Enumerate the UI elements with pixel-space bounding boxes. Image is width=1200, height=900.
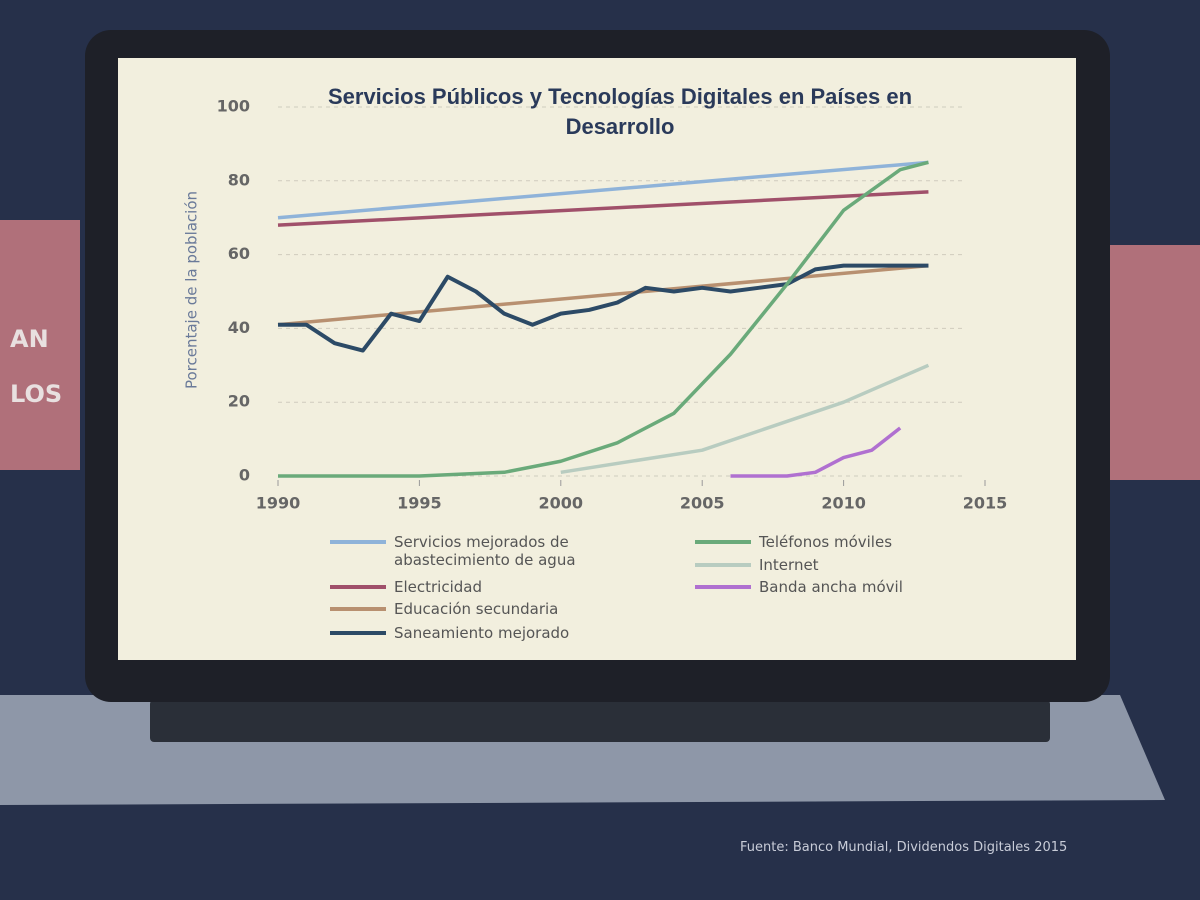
screen	[118, 58, 1076, 660]
legend-swatch	[330, 540, 386, 544]
y-tick-label: 60	[228, 244, 250, 263]
legend-swatch	[695, 540, 751, 544]
x-tick-label: 2015	[963, 494, 1008, 513]
x-tick-label: 1995	[397, 494, 442, 513]
legend-entry: Saneamiento mejorado	[330, 624, 569, 642]
y-tick-label: 80	[228, 170, 250, 189]
plot: 0 20 40 60 80 100 1990 1995 2000 2005 2010 2015	[217, 97, 1008, 513]
chart-title: Servicios Públicos y Tecnologías Digital…	[327, 84, 913, 139]
series-line	[560, 363, 930, 475]
legend-entry: Educación secundaria	[330, 600, 558, 618]
legend-label: Teléfonos móviles	[759, 533, 893, 551]
x-tick-label: 2000	[539, 494, 584, 513]
legend-label: Internet	[759, 556, 819, 574]
legend-entry: Teléfonos móviles	[695, 533, 892, 551]
legend-label: Electricidad	[394, 578, 482, 596]
series-line	[278, 263, 929, 353]
keyboard	[150, 700, 1050, 742]
legend-entry: Servicios mejorados de abastecimiento de…	[330, 533, 630, 569]
y-tick-label: 100	[217, 97, 250, 116]
source: Fuente: Banco Mundial, Dividendos Digita…	[740, 840, 1068, 855]
slide-band	[0, 220, 80, 470]
series-line	[277, 263, 929, 327]
series-line	[277, 160, 929, 220]
legend-label: Saneamiento mejorado	[394, 624, 570, 642]
legend-entry: Banda ancha móvil	[695, 578, 903, 596]
series-line	[730, 426, 902, 478]
legend-entry: Electricidad	[330, 578, 482, 596]
x-tick-label: 2010	[821, 494, 866, 513]
legend-entry: Internet	[695, 556, 819, 574]
legend-label: Servicios mejorados de abastecimiento de…	[394, 533, 576, 569]
legend-swatch	[695, 585, 751, 589]
series-line	[278, 160, 929, 478]
series-line	[277, 190, 929, 227]
y-tick-label: 0	[239, 466, 250, 485]
legend-label: Educación secundaria	[394, 600, 559, 618]
legend-swatch	[330, 607, 386, 611]
legend-swatch	[330, 631, 386, 635]
x-tick-label: 1990	[256, 494, 301, 513]
y-tick-label: 40	[228, 318, 250, 337]
legend-swatch	[695, 563, 751, 567]
x-tick-label: 2005	[680, 494, 725, 513]
y-tick-label: 20	[228, 392, 250, 411]
legend-swatch	[330, 585, 386, 589]
side-text: AN	[10, 325, 49, 353]
y-axis-label: Porcentaje de la población	[183, 191, 201, 389]
side-text: LOS	[10, 380, 63, 408]
legend-label: Banda ancha móvil	[759, 578, 903, 596]
